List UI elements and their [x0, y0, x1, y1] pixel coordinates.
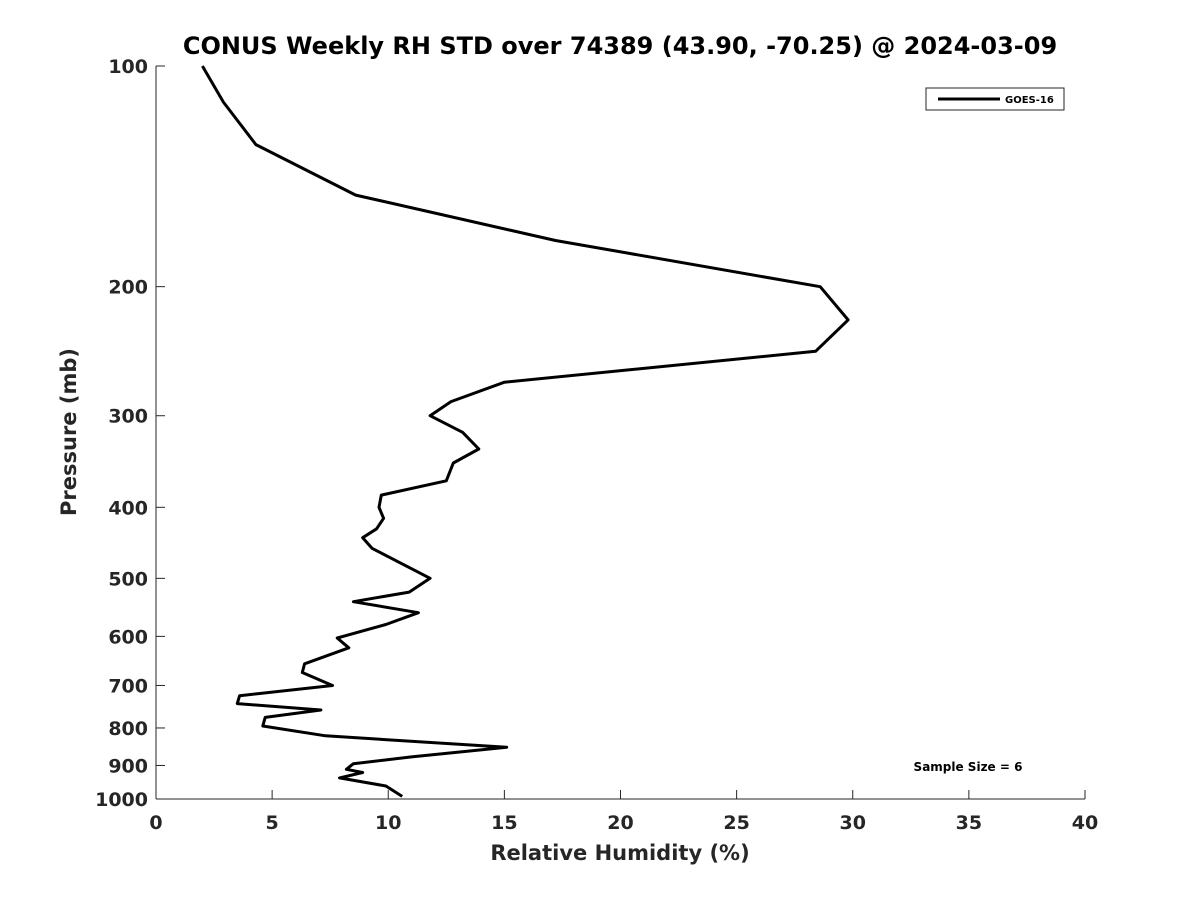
- x-tick-label: 25: [723, 812, 749, 834]
- chart-title: CONUS Weekly RH STD over 74389 (43.90, -…: [183, 32, 1057, 60]
- y-tick-label: 400: [108, 497, 148, 519]
- series-line-goes-16: [201, 65, 850, 798]
- x-axis-label: Relative Humidity (%): [490, 841, 749, 865]
- legend: GOES-16: [925, 87, 1065, 111]
- y-axis-ticks: 100 200 300 400 500 600 700 800 900 1000: [95, 56, 165, 811]
- legend-label-goes-16: GOES-16: [1005, 95, 1054, 106]
- y-axis-label: Pressure (mb): [57, 348, 81, 516]
- y-tick-label: 1000: [95, 789, 148, 811]
- x-tick-label: 30: [840, 812, 866, 834]
- series-layer: [201, 65, 850, 798]
- x-tick-label: 5: [266, 812, 279, 834]
- y-tick-label: 100: [108, 56, 148, 78]
- y-tick-label: 200: [108, 277, 148, 299]
- x-axis-ticks: 0 5 10 15 20 25 30 35 40: [149, 790, 1098, 834]
- y-tick-label: 800: [108, 718, 148, 740]
- x-tick-label: 35: [956, 812, 982, 834]
- y-tick-label: 300: [108, 406, 148, 428]
- y-tick-label: 600: [108, 626, 148, 648]
- x-tick-label: 20: [607, 812, 633, 834]
- x-tick-label: 40: [1072, 812, 1098, 834]
- y-tick-label: 900: [108, 755, 148, 777]
- x-tick-label: 0: [149, 812, 162, 834]
- x-tick-label: 15: [491, 812, 517, 834]
- x-tick-label: 10: [375, 812, 401, 834]
- y-tick-label: 700: [108, 675, 148, 697]
- y-tick-label: 500: [108, 568, 148, 590]
- sample-size-annotation: Sample Size = 6: [914, 760, 1023, 774]
